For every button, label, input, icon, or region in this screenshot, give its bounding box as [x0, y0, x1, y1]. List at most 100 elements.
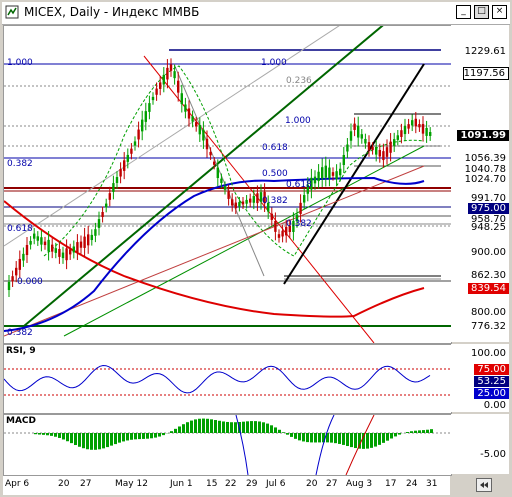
macd-bar — [382, 433, 385, 443]
macd-bar — [138, 433, 141, 440]
date-axis: Apr 6 20 27 May 12 Jun 1 15 22 29 Jul 6 … — [3, 476, 450, 495]
candle-body — [198, 125, 201, 135]
candle-body — [33, 233, 36, 239]
macd-bar — [266, 423, 269, 433]
rsi-title: RSI, 9 — [6, 346, 36, 356]
macd-bar — [270, 425, 273, 433]
macd-bar — [282, 432, 285, 433]
minimize-button[interactable]: _ — [456, 5, 471, 19]
price-label: 776.32 — [471, 321, 506, 332]
macd-bar — [74, 433, 77, 446]
candle-body — [313, 176, 317, 184]
candle-body — [299, 202, 302, 214]
price-axis: 1229.61 1197.56 1091.99 1056.39 1040.78 … — [451, 25, 509, 342]
macd-bar — [42, 433, 45, 435]
candle-body — [209, 151, 212, 156]
candle-body — [101, 211, 104, 218]
fib-label: 0.382 — [7, 159, 33, 169]
candle-body — [137, 129, 140, 140]
macd-bar — [214, 420, 217, 433]
candle-body — [220, 178, 223, 183]
candle-body — [263, 191, 266, 204]
macd-bar — [314, 433, 317, 443]
candle-body — [195, 122, 198, 127]
macd-bar — [242, 421, 245, 433]
macd-bar — [274, 427, 277, 433]
rsi-label: 0.00 — [483, 400, 506, 411]
candle-body — [76, 242, 79, 253]
candle-body — [112, 183, 115, 192]
candle-body — [306, 184, 309, 194]
date-tick: 31 — [426, 479, 438, 489]
fib-label: 0.382 — [7, 328, 33, 338]
macd-bar — [310, 433, 313, 443]
candle-body — [87, 234, 90, 246]
date-tick: 27 — [80, 479, 92, 489]
candle-body — [18, 258, 21, 270]
candle-body — [364, 138, 367, 144]
date-tick: 24 — [406, 479, 418, 489]
candle-body — [321, 167, 324, 179]
date-tick: 29 — [246, 479, 258, 489]
candle-body — [51, 244, 54, 252]
fib-label: 1.000 — [285, 116, 311, 126]
candle-body — [169, 64, 173, 71]
chart-app-icon — [5, 5, 19, 19]
trend-line — [283, 63, 425, 285]
macd-bar — [70, 433, 73, 444]
rsi-pane[interactable]: RSI, 9 — [3, 344, 452, 414]
candle-body — [400, 130, 403, 137]
trend-line — [3, 165, 425, 337]
candle-body — [162, 74, 165, 85]
price-label: 1229.61 — [464, 46, 506, 57]
macd-bar — [342, 433, 345, 445]
price-label: 839.54 — [468, 283, 509, 294]
price-label: 800.00 — [471, 307, 506, 318]
macd-bar — [58, 433, 61, 438]
close-button[interactable]: × — [492, 5, 507, 19]
candle-body — [173, 71, 176, 79]
candle-body — [328, 167, 331, 179]
macd-bar — [262, 422, 265, 433]
scroll-icon[interactable] — [476, 478, 492, 492]
price-label: 1197.56 — [462, 67, 509, 80]
candle-body — [216, 167, 219, 179]
title-bar[interactable] — [2, 2, 510, 25]
macd-bar — [318, 433, 321, 443]
trend-line — [23, 15, 395, 327]
fib-label: 0.382 — [262, 196, 288, 206]
macd-bar — [158, 433, 161, 437]
macd-bar — [190, 420, 193, 433]
date-tick: Jun 1 — [170, 479, 193, 489]
price-chart-pane[interactable]: 1.000 1.000 0.236 1.000 0.618 0.382 0.50… — [3, 15, 452, 344]
candle-body — [144, 111, 147, 122]
maximize-button[interactable]: □ — [474, 5, 489, 19]
macd-pane[interactable]: MACD — [3, 414, 452, 476]
macd-bar — [142, 433, 145, 439]
candle-body — [15, 267, 18, 276]
macd-bar — [226, 421, 229, 433]
candles-group — [7, 58, 432, 298]
candle-body — [159, 82, 162, 89]
candle-body — [270, 213, 273, 220]
candle-body — [25, 244, 29, 256]
macd-bar — [370, 433, 373, 448]
candle-body — [310, 177, 313, 190]
macd-bar — [34, 433, 37, 435]
macd-bar — [258, 421, 261, 433]
fib-label: 1.000 — [261, 58, 287, 68]
price-label: 1040.78 — [464, 164, 506, 175]
candle-body — [184, 104, 187, 112]
macd-bar — [126, 433, 129, 441]
candle-body — [414, 118, 417, 127]
date-tick: Aug 3 — [346, 479, 373, 489]
candle-body — [130, 148, 133, 154]
candle-body — [292, 220, 295, 232]
candle-body — [378, 149, 381, 157]
ma-red-line — [3, 200, 425, 318]
macd-bar — [398, 433, 401, 435]
macd-title: MACD — [6, 416, 36, 426]
candle-body — [396, 135, 399, 140]
macd-bar — [246, 421, 249, 433]
